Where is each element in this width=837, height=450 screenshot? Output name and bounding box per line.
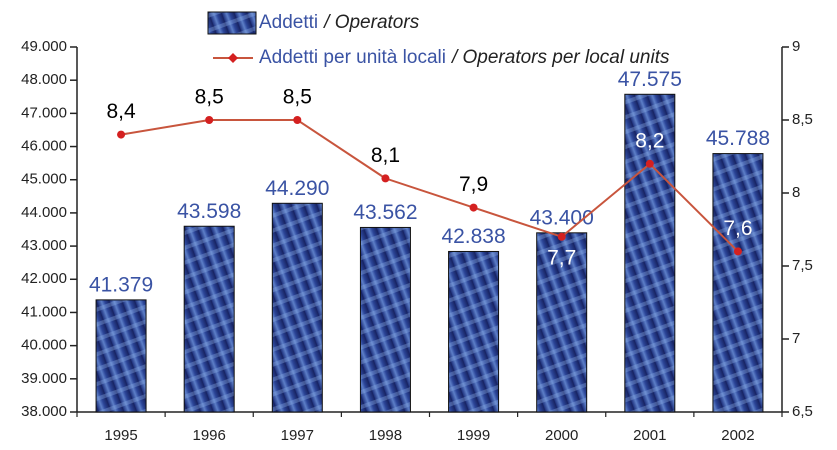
y-tick-label: 42.000 (21, 270, 67, 287)
y-tick-label: 45.000 (21, 171, 67, 188)
line (120, 119, 739, 253)
bar (712, 153, 764, 413)
y-tick-label: 48.000 (21, 71, 67, 88)
legend-name: Addetti per unità locali (259, 47, 446, 68)
line-value-label: 8,2 (635, 129, 664, 152)
x-tick-label: 1999 (457, 427, 490, 444)
bar-value-label: 43.562 (353, 201, 417, 224)
bar-value-label: 43.598 (177, 200, 241, 223)
x-tick-label: 2002 (721, 427, 754, 444)
y-tick-label: 49.000 (21, 38, 67, 55)
y2-tick-label: 9 (792, 38, 800, 55)
bar (95, 299, 147, 413)
line-marker (733, 247, 742, 256)
x-tick-label: 1996 (193, 427, 226, 444)
legend: Addetti / Operators Addetti per unità loca… (207, 11, 670, 68)
x-tick-label: 2000 (545, 427, 578, 444)
line-value-label: 8,5 (195, 86, 224, 109)
y-tick-label: 41.000 (21, 303, 67, 320)
bar (536, 232, 588, 413)
y-tick-label: 39.000 (21, 370, 67, 387)
line-marker (645, 159, 654, 168)
line-marker (557, 232, 566, 241)
legend-swatch-bar (207, 11, 257, 35)
y-tick-label: 47.000 (21, 104, 67, 121)
line-marker (469, 203, 478, 212)
y-tick-label: 40.000 (21, 337, 67, 354)
y-tick-label: 43.000 (21, 237, 67, 254)
bar (624, 93, 676, 413)
line-value-label: 7,7 (547, 246, 576, 269)
line-value-label: 7,9 (459, 173, 488, 196)
bar-value-label: 41.379 (89, 273, 153, 296)
line-value-label: 8,4 (106, 100, 136, 123)
y-tick-label: 44.000 (21, 204, 67, 221)
bar (183, 225, 235, 413)
x-tick-label: 1995 (104, 427, 137, 444)
y2-tick-label: 7,5 (792, 257, 813, 274)
x-tick-label: 1997 (281, 427, 314, 444)
y-tick-label: 38.000 (21, 403, 67, 420)
line-value-label: 7,6 (723, 217, 752, 240)
line-marker (293, 116, 302, 124)
bar-value-label: 45.788 (706, 127, 770, 150)
legend-label: Addetti per unità locali / Operators per … (259, 47, 670, 68)
line-marker (117, 130, 126, 139)
bar-value-label: 47.575 (618, 68, 682, 91)
line-value-label: 8,5 (283, 86, 312, 109)
y2-tick-label: 7 (792, 330, 800, 347)
legend-name: Addetti (259, 12, 318, 33)
bar (359, 226, 411, 413)
line-value-label: 8,1 (371, 144, 400, 167)
y2-tick-label: 8,5 (792, 111, 813, 128)
legend-label: Addetti / Operators (259, 12, 420, 33)
legend-name-en: / Operators (322, 12, 420, 33)
x-tick-label: 2001 (633, 427, 666, 444)
x-tick-label: 1998 (369, 427, 402, 444)
bar (448, 250, 500, 413)
line-marker (205, 116, 214, 124)
line-marker (381, 174, 390, 183)
legend-swatch-marker (228, 53, 238, 63)
y2-tick-label: 8 (792, 184, 800, 201)
plot: 38.000 39.000 40.000 41.000 42.000 43.000 44.0… (21, 38, 813, 444)
bar-value-label: 42.838 (441, 225, 505, 248)
y2-tick-label: 6,5 (792, 403, 813, 420)
bar (271, 202, 323, 413)
bar-value-label: 44.290 (265, 177, 329, 200)
legend-name-en: / Operators per local units (450, 47, 670, 68)
y-tick-label: 46.000 (21, 138, 67, 155)
